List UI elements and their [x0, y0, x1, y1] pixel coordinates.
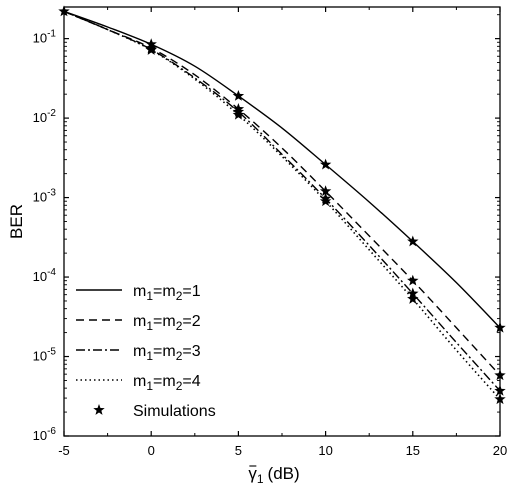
x-tick-label: 5 [235, 443, 242, 458]
y-tick-base: 10 [33, 269, 47, 284]
y-tick-label: 10-5 [33, 347, 57, 364]
simulation-point [407, 235, 419, 247]
series-line-4 [64, 10, 500, 400]
chart-marks [58, 5, 506, 405]
simulation-point [319, 185, 332, 197]
simulation-point [319, 195, 332, 207]
legend-label-3: m1=m2=3 [133, 343, 201, 363]
y-tick-exponent: -2 [47, 108, 56, 119]
x-axis-label: γ1 (dB) [248, 464, 299, 486]
legend-star [93, 404, 105, 415]
legend-text-part: m [133, 343, 146, 360]
plot-frame [63, 6, 501, 437]
y-axis-label: BER [7, 204, 26, 239]
y-tick-label: 10-3 [33, 188, 57, 205]
x-label-symbol: γ [248, 464, 257, 483]
y-tick-label: 10-4 [33, 267, 57, 284]
legend-label-1: m1=m2=1 [133, 283, 201, 303]
legend-subscript: 2 [176, 289, 183, 303]
x-tick-label: 10 [318, 443, 332, 458]
legend-text-part: =4 [182, 373, 200, 390]
x-tick-label: 15 [406, 443, 420, 458]
series-line-1 [64, 10, 500, 329]
y-tick-base: 10 [33, 31, 47, 46]
legend-subscript: 2 [176, 349, 183, 363]
legend-text-part: =m [153, 373, 176, 390]
legend-subscript: 2 [176, 379, 183, 393]
legend-text-part: m [133, 313, 146, 330]
y-tick-label: 10-6 [33, 426, 57, 443]
legend-text-part: =m [153, 343, 176, 360]
legend-text-part: m [133, 373, 146, 390]
legend-text-part: =m [153, 313, 176, 330]
y-tick-base: 10 [33, 428, 47, 443]
simulation-point [407, 274, 419, 286]
y-tick-label: 10-1 [33, 29, 57, 46]
y-tick-exponent: -1 [47, 29, 56, 40]
legend-subscript: 1 [146, 319, 153, 333]
y-tick-base: 10 [33, 110, 47, 125]
simulation-point [407, 292, 419, 304]
legend-text-part: =m [153, 283, 176, 300]
y-tick-exponent: -3 [47, 188, 56, 199]
legend-subscript: 2 [176, 319, 183, 333]
legend-subscript: 1 [146, 289, 153, 303]
y-tick-exponent: -4 [47, 267, 56, 278]
y-tick-base: 10 [33, 349, 47, 364]
series-line-3 [64, 10, 500, 392]
legend-text-part: m [133, 283, 146, 300]
simulation-point [232, 89, 245, 101]
simulation-point [232, 108, 245, 120]
simulation-point [145, 43, 157, 55]
legend-text-part: =1 [182, 283, 200, 300]
x-tick-label: 0 [148, 443, 155, 458]
chart-axes: -5 0 5 10 15 2010-110-210-310-410-510-6BERγ1(… [7, 6, 507, 486]
series-group [64, 10, 500, 400]
series-line-2 [64, 10, 500, 376]
legend-text-part: =2 [182, 313, 200, 330]
x-label-unit: (dB) [268, 464, 300, 483]
legend-label-4: m1=m2=4 [133, 373, 201, 393]
legend-subscript: 1 [146, 349, 153, 363]
simulation-point [319, 158, 332, 170]
legend-text-part: =3 [182, 343, 200, 360]
legend-label-simulations: Simulations [133, 403, 216, 420]
legend-subscript: 1 [146, 379, 153, 393]
y-tick-label: 10-2 [33, 108, 57, 125]
legend-label-2: m1=m2=2 [133, 313, 201, 333]
y-tick-exponent: -6 [47, 426, 56, 437]
y-tick-exponent: -5 [47, 347, 56, 358]
x-tick-label: 20 [493, 443, 507, 458]
x-tick-label: -5 [58, 443, 70, 458]
y-tick-base: 10 [33, 190, 47, 205]
x-label-subscript: 1 [257, 472, 264, 486]
